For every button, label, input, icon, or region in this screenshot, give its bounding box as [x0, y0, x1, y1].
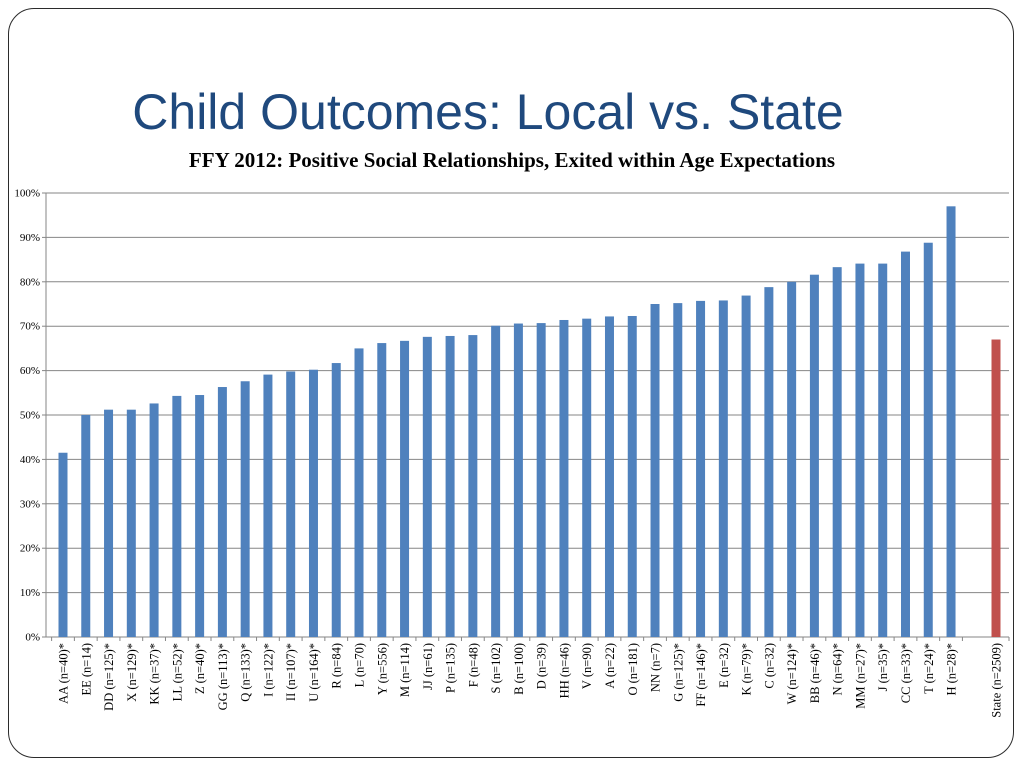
x-tick-label: AA (n=40)*	[57, 643, 71, 704]
x-tick-label: C (n=32)	[762, 643, 776, 689]
local-bar	[58, 452, 68, 637]
local-bar	[172, 395, 182, 637]
x-tick-label: E (n=32)	[717, 643, 731, 688]
chart-title: FFY 2012: Positive Social Relationships,…	[188, 148, 836, 172]
x-tick-label: K (n=79)*	[740, 643, 754, 696]
x-tick-label: R (n=84)	[330, 643, 344, 689]
x-tick-label: II (n=107)*	[284, 643, 298, 701]
local-bar	[923, 242, 933, 637]
x-tick-label: FF (n=146)*	[694, 643, 708, 707]
x-tick-label: S (n=102)	[489, 643, 503, 693]
x-tick-label: GG (n=113)*	[216, 643, 230, 710]
x-tick-label: B (n=100)	[512, 643, 526, 695]
state-bar	[991, 339, 1001, 637]
y-tick-label: 10%	[20, 587, 40, 599]
y-tick-label: 100%	[14, 188, 40, 200]
y-tick-label: 80%	[20, 276, 40, 288]
y-tick-label: 30%	[20, 498, 40, 510]
x-tick-label: MM (n=27)*	[853, 643, 867, 709]
local-bar	[149, 403, 159, 637]
slide-title: Child Outcomes: Local vs. State	[132, 84, 844, 140]
x-tick-label: BB (n=46)*	[808, 643, 822, 703]
x-tick-label: G (n=125)*	[671, 643, 685, 702]
x-tick-label: X (n=129)*	[125, 643, 139, 702]
x-tick-label: T (n=24)*	[922, 643, 936, 694]
x-tick-label: EE (n=14)	[79, 643, 93, 696]
local-bar	[604, 316, 614, 637]
local-bar	[946, 206, 956, 637]
x-tick-label: J (n=35)*	[876, 643, 890, 691]
local-bar	[718, 300, 728, 637]
local-bar	[650, 304, 660, 637]
local-bar	[104, 409, 114, 637]
local-bar	[354, 348, 364, 637]
local-bar	[422, 336, 432, 637]
x-tick-label: DD (n=125)*	[102, 643, 116, 711]
local-bar	[878, 263, 888, 637]
x-tick-label: CC (n=33)*	[899, 643, 913, 703]
y-tick-label: 40%	[20, 454, 40, 466]
local-bar	[741, 295, 751, 637]
local-bar	[559, 319, 569, 637]
local-bar	[126, 409, 136, 637]
y-tick-label: 70%	[20, 321, 40, 333]
x-tick-label: U (n=164)*	[307, 643, 321, 702]
y-tick-label: 90%	[20, 232, 40, 244]
local-bar	[400, 340, 410, 637]
local-bar	[900, 251, 910, 637]
local-bar	[764, 287, 774, 637]
local-bar	[491, 325, 501, 637]
x-tick-label: KK (n=37)*	[148, 643, 162, 705]
x-tick-label: L (n=70)	[353, 643, 367, 687]
local-bar	[582, 318, 592, 637]
local-bar	[445, 335, 455, 637]
local-bar	[468, 335, 478, 637]
local-bar	[536, 323, 546, 637]
local-bar	[240, 381, 250, 637]
y-tick-label: 0%	[25, 632, 40, 644]
x-tick-label: V (n=90)	[580, 643, 594, 689]
local-bar	[809, 274, 819, 637]
local-bar	[331, 363, 341, 637]
x-tick-label: H (n=28)*	[945, 643, 959, 696]
local-bar	[195, 395, 205, 637]
x-tick-label: A (n=22)	[603, 643, 617, 689]
x-tick-label: Y (n=556)	[375, 643, 389, 695]
y-tick-label: 60%	[20, 365, 40, 377]
local-bar	[81, 415, 91, 637]
x-tick-label: M (n=114)	[398, 643, 412, 697]
x-tick-label: P (n=135)	[444, 643, 458, 693]
local-bar	[832, 267, 842, 637]
local-bar	[263, 374, 273, 637]
x-tick-label: W (n=124)*	[785, 643, 799, 704]
x-tick-label: N (n=64)*	[831, 643, 845, 696]
x-tick-label: Q (n=133)*	[239, 643, 253, 702]
x-tick-label: I (n=122)*	[261, 643, 275, 697]
x-tick-label: O (n=181)	[626, 643, 640, 696]
local-bar	[286, 371, 296, 637]
x-tick-label: LL (n=52)*	[170, 643, 184, 701]
local-bar	[627, 315, 637, 637]
local-bar	[308, 369, 318, 637]
local-bar	[855, 263, 865, 637]
local-bar	[673, 303, 683, 637]
x-tick-label: State (n=2509)	[990, 643, 1004, 718]
x-tick-label: D (n=39)	[535, 643, 549, 689]
x-tick-label: F (n=48)	[466, 643, 480, 687]
local-bar	[377, 343, 387, 637]
local-bar	[513, 323, 523, 637]
x-tick-label: NN (n=7)	[649, 643, 663, 692]
x-tick-label: Z (n=40)*	[193, 643, 207, 694]
x-tick-label: JJ (n=61)	[421, 643, 435, 690]
x-tick-label: HH (n=46)	[557, 643, 571, 698]
y-tick-label: 20%	[20, 543, 40, 555]
local-bar	[217, 387, 227, 637]
y-tick-label: 50%	[20, 410, 40, 422]
local-bar	[696, 300, 706, 637]
local-bar	[787, 281, 797, 637]
